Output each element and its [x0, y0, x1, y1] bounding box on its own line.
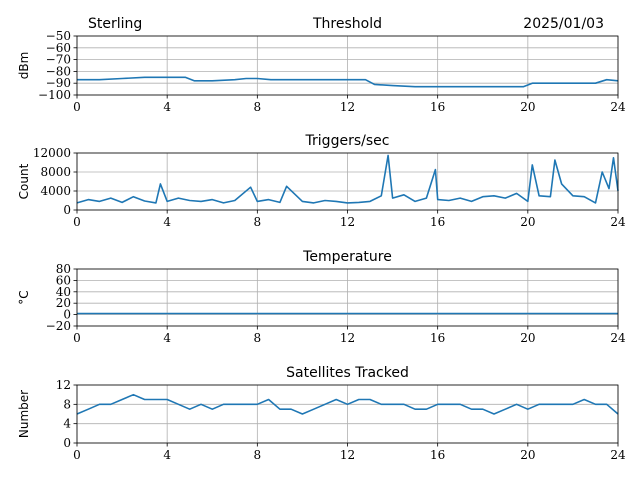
- x-tick-label: 8: [254, 100, 262, 114]
- x-tick-label: 4: [163, 331, 171, 345]
- y-axis-label: Count: [17, 163, 31, 199]
- y-tick-label: 60: [56, 273, 71, 287]
- x-tick-label: 0: [73, 100, 81, 114]
- chart-panel-1: 0 4 8 12 16 20 24 −100−90−80−70−60−50 Threshold d…: [17, 16, 626, 114]
- x-tick-label: 8: [254, 331, 262, 345]
- x-tick-label: 8: [254, 448, 262, 462]
- x-tick-label: 16: [430, 100, 445, 114]
- x-tick-label: 4: [163, 215, 171, 229]
- x-tick-label: 0: [73, 215, 81, 229]
- chart-panel-4: 0 4 8 12 16 20 24 0 4 8 12 Satellites Tracked Number: [17, 365, 626, 462]
- x-tick-label: 0: [73, 448, 81, 462]
- y-tick-label: 8000: [40, 165, 71, 179]
- x-tick-label: 20: [520, 448, 535, 462]
- x-tick-label: 24: [610, 448, 626, 462]
- y-axis-label: dBm: [17, 52, 31, 80]
- x-tick-label: 12: [340, 448, 355, 462]
- y-tick-label: 4000: [40, 184, 71, 198]
- chart-title: Triggers/sec: [305, 133, 390, 149]
- y-tick-label: −50: [46, 29, 71, 43]
- chart-panels: 0 4 8 12 16 20 24 −100−90−80−70−60−50 Threshold d…: [17, 16, 626, 462]
- y-tick-label: 0: [63, 203, 71, 217]
- x-tick-label: 12: [340, 215, 355, 229]
- y-tick-label: 20: [56, 296, 71, 310]
- y-tick-label: −90: [46, 76, 71, 90]
- y-axis-label: °C: [17, 290, 31, 304]
- site-label: Sterling: [88, 16, 142, 32]
- chart-title: Threshold: [312, 16, 382, 32]
- y-tick-label: 8: [63, 397, 71, 411]
- y-tick-label: −70: [46, 53, 71, 67]
- x-tick-label: 12: [340, 100, 355, 114]
- y-tick-label: 0: [63, 308, 71, 322]
- x-tick-label: 24: [610, 100, 626, 114]
- y-tick-label: −20: [46, 319, 71, 333]
- series-line: [76, 154, 619, 204]
- x-tick-label: 16: [430, 448, 445, 462]
- x-tick-label: 0: [73, 331, 81, 345]
- x-tick-label: 24: [610, 331, 626, 345]
- y-tick-label: 40: [56, 285, 71, 299]
- y-tick-label: 4: [63, 417, 71, 431]
- y-tick-label: −100: [38, 88, 71, 102]
- y-tick-label: 12: [56, 378, 71, 392]
- x-tick-label: 20: [520, 215, 535, 229]
- x-tick-label: 4: [163, 100, 171, 114]
- y-tick-label: −60: [46, 41, 71, 55]
- date-label: 2025/01/03: [523, 16, 604, 32]
- x-tick-label: 20: [520, 331, 535, 345]
- x-tick-label: 4: [163, 448, 171, 462]
- y-tick-label: 80: [56, 262, 71, 276]
- chart-title: Temperature: [302, 249, 392, 265]
- x-tick-label: 24: [610, 215, 626, 229]
- chart-title: Satellites Tracked: [286, 365, 409, 381]
- x-tick-label: 8: [254, 215, 262, 229]
- series-line: [77, 76, 619, 88]
- series-line: [76, 393, 619, 415]
- y-axis-label: Number: [17, 390, 31, 438]
- x-tick-label: 12: [340, 331, 355, 345]
- x-tick-label: 16: [430, 215, 445, 229]
- y-tick-label: 0: [63, 436, 71, 450]
- chart-panel-2: 0 4 8 12 16 20 24 0 4000 8000 12000 Triggers/sec Cou…: [17, 133, 626, 229]
- y-tick-label: 12000: [33, 146, 71, 160]
- x-tick-label: 16: [430, 331, 445, 345]
- x-tick-label: 20: [520, 100, 535, 114]
- y-tick-label: −80: [46, 64, 71, 78]
